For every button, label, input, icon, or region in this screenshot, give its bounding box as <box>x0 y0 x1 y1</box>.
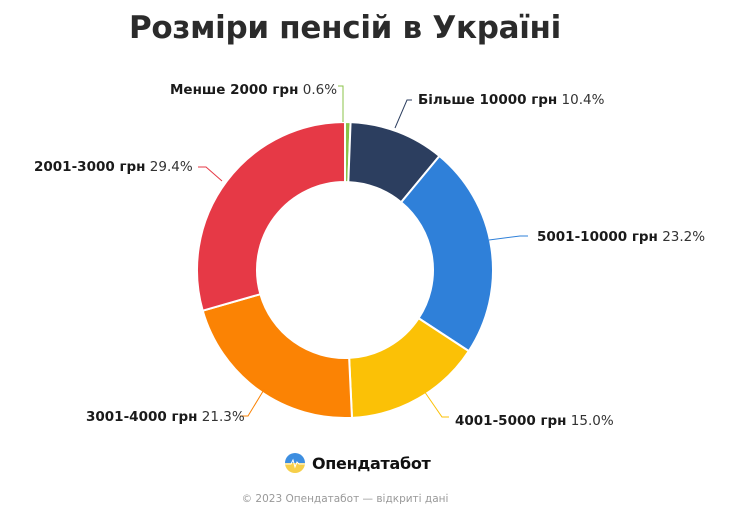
label-3001-4000: 3001-4000 грн 21.3% <box>86 409 245 425</box>
label-5001-10000: 5001-10000 грн 23.2% <box>537 229 706 245</box>
label-4001-5000: 4001-5000 грн 15.0% <box>455 413 614 429</box>
label-less-2000: Менше 2000 грн 0.6% <box>170 82 338 98</box>
leader-line <box>338 85 344 122</box>
leader-line <box>198 166 223 182</box>
slice-5001-10000-грн[interactable] <box>400 155 494 353</box>
leader-line <box>240 387 266 417</box>
opendatabot-logo-icon <box>285 453 305 473</box>
label-2001-3000: 2001-3000 грн 29.4% <box>34 159 193 175</box>
label-more-10000: Більше 10000 грн 10.4% <box>418 92 605 108</box>
slice-2001-3000-грн[interactable] <box>196 121 346 312</box>
leader-lines <box>198 85 528 418</box>
slice-3001-4000-грн[interactable] <box>201 293 353 419</box>
leader-line <box>488 235 528 241</box>
brand-name: Опендатабот <box>312 453 431 473</box>
chart-title: Розміри пенсій в Україні <box>128 10 561 46</box>
copyright-text: © 2023 Опендатабот — відкриті дані <box>241 493 449 505</box>
leader-line <box>394 99 412 129</box>
donut-slices <box>196 120 494 419</box>
brand-logo: Опендатабот <box>284 452 431 474</box>
leader-line <box>421 387 449 418</box>
